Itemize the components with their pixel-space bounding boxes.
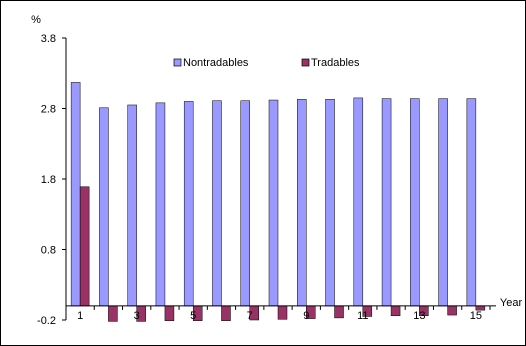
x-tick-label: 11 [357, 310, 368, 322]
y-tick-label: 2.8 [41, 104, 56, 116]
bar-nontradables [240, 100, 250, 307]
bar-tradables [277, 305, 288, 320]
bar-tradables [164, 305, 175, 321]
legend-swatch-tradables [301, 58, 310, 67]
bar-nontradables [127, 104, 137, 307]
bar-nontradables [99, 107, 109, 307]
x-axis-label: Year [500, 297, 523, 309]
bar-nontradables [381, 98, 392, 307]
bar-tradables [447, 305, 457, 316]
x-tick-label: 9 [303, 310, 309, 322]
legend-swatch-nontradables [173, 58, 182, 67]
bar-nontradables [183, 101, 194, 307]
x-tick-label: 7 [247, 310, 253, 322]
bar-nontradables [353, 97, 364, 307]
legend-label-nontradables: Nontradables [183, 57, 249, 69]
bar-nontradables [70, 82, 81, 307]
bar-nontradables [268, 99, 279, 307]
bar-nontradables [438, 98, 448, 307]
bar-tradables [334, 305, 344, 319]
legend-label-tradables: Tradables [311, 57, 360, 69]
y-tick-label: 1.8 [41, 174, 56, 186]
x-tick-label: 15 [470, 310, 482, 322]
bar-tradables [108, 305, 118, 322]
legend: Nontradables Tradables [173, 57, 360, 69]
bar-nontradables [325, 99, 335, 307]
x-tick-label: 1 [77, 310, 83, 322]
bar-nontradables [212, 100, 222, 307]
bar-nontradables [297, 99, 307, 307]
y-tick-label: 0.8 [41, 245, 56, 257]
y-axis-label: % [31, 14, 41, 26]
plot-area: -0.20.81.82.83.81 3 5 7 9 11 13 15 [37, 33, 496, 327]
bar-nontradables [466, 98, 477, 307]
bar-nontradables [410, 98, 420, 307]
y-tick-label: -0.2 [37, 315, 56, 327]
bar-tradables [221, 305, 231, 321]
bar-nontradables [155, 102, 166, 307]
bar-tradables [79, 186, 90, 307]
bar-tradables [390, 305, 401, 317]
x-tick-label: 13 [413, 310, 425, 322]
x-tick-label: 3 [134, 310, 140, 322]
y-tick-label: 3.8 [41, 33, 56, 45]
x-tick-label: 5 [190, 310, 196, 322]
